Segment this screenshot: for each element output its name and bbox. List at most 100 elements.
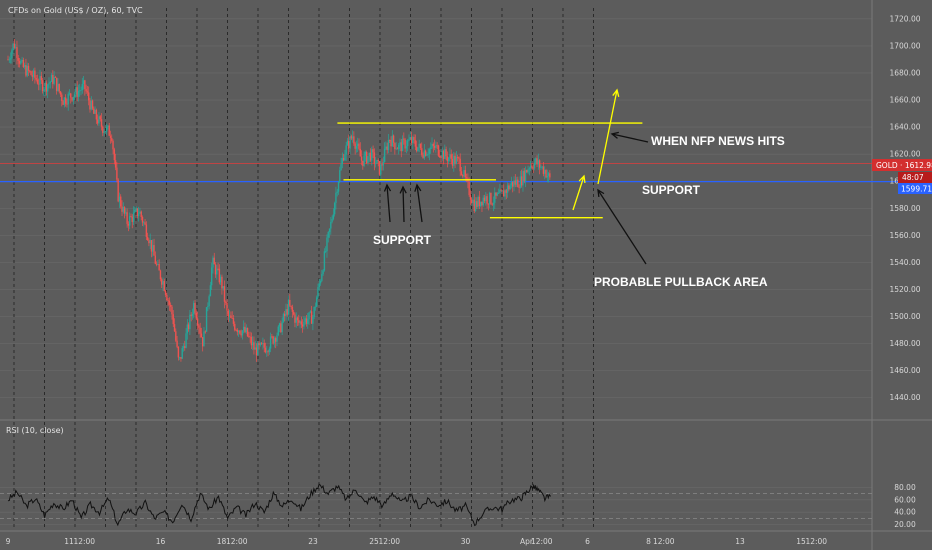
candle [528,166,531,176]
candle [512,181,514,193]
candle [59,91,62,97]
candle [494,187,496,210]
candle [405,140,408,154]
candle [204,330,206,334]
candle [88,86,90,106]
candle [213,252,215,265]
candle [403,132,405,145]
candle [359,142,361,157]
candle [436,142,438,149]
candle [114,153,117,171]
candle [422,152,424,159]
candle [121,200,123,216]
price-levels [0,163,932,183]
candle [349,133,351,154]
candle [228,309,231,322]
candle [187,322,190,332]
candle [360,150,363,166]
candle [195,309,198,321]
candle [394,142,396,155]
price-tick-label: 1660.00 [889,96,920,105]
candle [486,193,488,209]
candle [442,149,445,165]
candle [205,306,208,332]
candle [454,152,456,169]
candle [150,239,153,258]
time-tick-label: 12:00 [226,537,248,546]
candle [102,125,104,137]
candle [61,92,63,107]
gold-price-tag: GOLD · 1612.98 [872,159,932,171]
price-tick-label: 1440.00 [889,393,920,402]
candle [303,316,305,330]
candle [400,139,402,158]
candle [90,96,92,111]
candle [275,336,277,349]
candle [98,112,100,127]
candle [76,81,78,102]
candle [513,176,515,192]
candle [234,321,236,332]
candle [93,106,95,114]
price-axis[interactable]: 1440.00 1460.00 1480.00 1500.00 1520.00 1540.… [889,14,920,529]
candlestick-series [7,39,551,362]
candle [167,297,169,307]
candle [209,281,212,297]
candle [193,300,195,319]
candle [490,192,492,206]
candle [137,206,140,222]
candle [358,138,360,151]
candle [545,168,547,179]
candle [240,329,242,338]
candle [191,308,194,320]
candle [244,322,246,334]
candle [383,142,386,163]
candle [66,98,68,108]
candle [117,178,119,203]
candle [546,169,549,183]
candle [431,137,433,150]
support-label-right: SUPPORT [642,183,701,197]
candle [460,166,463,176]
yellow-arrow-breakout [597,88,620,185]
candle [476,197,478,210]
candle [321,269,323,282]
candle [34,67,36,84]
candle [496,191,499,197]
candle [99,115,101,122]
candle [263,339,265,353]
candle [231,311,233,319]
candle [547,171,550,183]
candle [17,54,19,68]
candle [495,192,497,199]
candle [53,71,55,86]
candle [86,86,89,96]
candle [441,147,443,161]
rsi-panel [0,483,872,527]
candle [491,202,493,206]
candle [287,295,290,322]
candle [449,147,451,162]
candle [223,280,226,309]
candle [317,283,319,300]
candle [243,320,245,334]
price-tick-label: 1700.00 [889,41,920,50]
candle [237,329,240,337]
candle [48,77,50,89]
candle [296,316,299,327]
candle [26,62,28,78]
candle [161,277,163,288]
svg-text:1599.71: 1599.71 [901,185,932,194]
candle [203,327,205,347]
candle [367,156,369,166]
candle [272,335,274,345]
time-tick-label: 12:00 [805,537,827,546]
time-tick-label: 12:00 [378,537,400,546]
candle [527,165,529,175]
candle [415,140,418,153]
candle [517,176,519,188]
candle [136,208,139,219]
candle [337,180,340,195]
